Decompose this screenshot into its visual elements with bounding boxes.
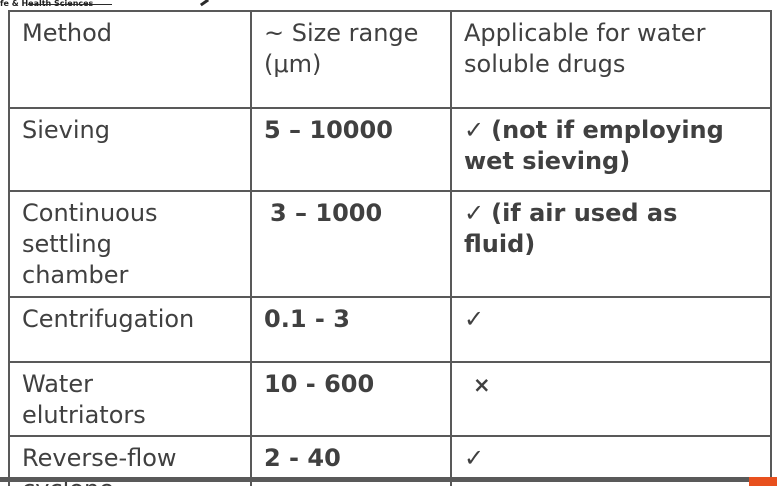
header-method: Method — [8, 10, 252, 109]
check-icon: ✓ — [464, 304, 485, 333]
table-row-water-elutriators: Water elutriators 10 - 600 × — [8, 360, 772, 437]
table-row-sieving: Sieving 5 – 10000 ✓ (not if employing wet… — [8, 107, 772, 192]
header-size-range: ~ Size range (μm) — [250, 10, 452, 109]
applicable-cell: ✓ — [450, 295, 772, 363]
header-applicable: Applicable for water soluble drugs — [450, 10, 772, 109]
check-icon: ✓ — [464, 199, 485, 227]
check-icon: ✓ — [464, 116, 485, 144]
table-row-centrifugation: Centrifugation 0.1 - 3 ✓ — [8, 295, 772, 363]
method-cell: Continuous settling chamber — [8, 190, 252, 298]
range-cell: 5 – 10000 — [250, 107, 452, 192]
method-cell: Centrifugation — [8, 295, 252, 363]
range-cell: 3 – 1000 — [250, 190, 452, 298]
cross-icon: × — [473, 372, 491, 397]
applicable-cell: × — [450, 360, 772, 437]
table-header-row: Method ~ Size range (μm) Applicable for … — [8, 10, 772, 109]
bottom-rule — [0, 477, 777, 482]
method-cell: Water elutriators — [8, 360, 252, 437]
table-row-settling-chamber: Continuous settling chamber 3 – 1000 ✓ (i… — [8, 190, 772, 298]
range-cell: 10 - 600 — [250, 360, 452, 437]
cropped-text-remnant — [199, 0, 210, 7]
applicable-note: (if air used as fluid) — [464, 199, 678, 259]
applicable-note: (not if employing wet sieving) — [464, 116, 724, 176]
method-cell: Sieving — [8, 107, 252, 192]
logo-rule — [28, 4, 112, 5]
check-icon: ✓ — [464, 443, 485, 472]
applicable-cell: ✓ (if air used as fluid) — [450, 190, 772, 298]
accent-corner — [749, 477, 777, 486]
methods-table: Method ~ Size range (μm) Applicable for … — [8, 10, 772, 486]
applicable-cell: ✓ (not if employing wet sieving) — [450, 107, 772, 192]
range-cell: 0.1 - 3 — [250, 295, 452, 363]
